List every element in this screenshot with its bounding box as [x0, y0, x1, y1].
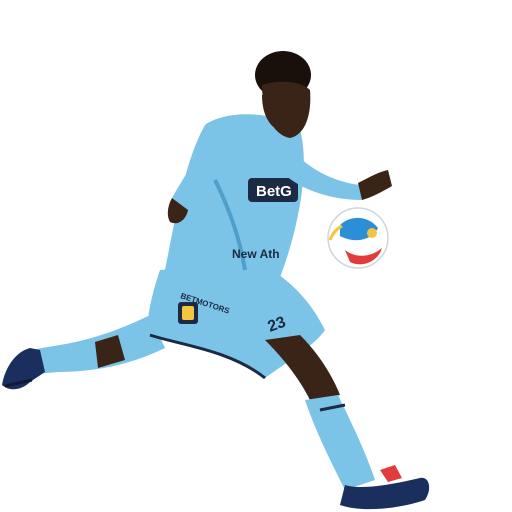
left-leg — [25, 315, 165, 375]
sponsor-main-text: BetG — [256, 183, 292, 200]
head — [255, 51, 311, 138]
left-boot — [2, 348, 45, 390]
left-arm — [167, 140, 225, 224]
right-boot — [340, 465, 430, 510]
shorts-number: 23 — [266, 314, 289, 336]
sponsor-secondary-text: New Ath — [232, 247, 280, 261]
sponsor-patch — [248, 178, 298, 202]
right-leg — [265, 335, 375, 490]
soccer-ball-icon — [327, 207, 389, 269]
right-arm — [285, 150, 392, 200]
